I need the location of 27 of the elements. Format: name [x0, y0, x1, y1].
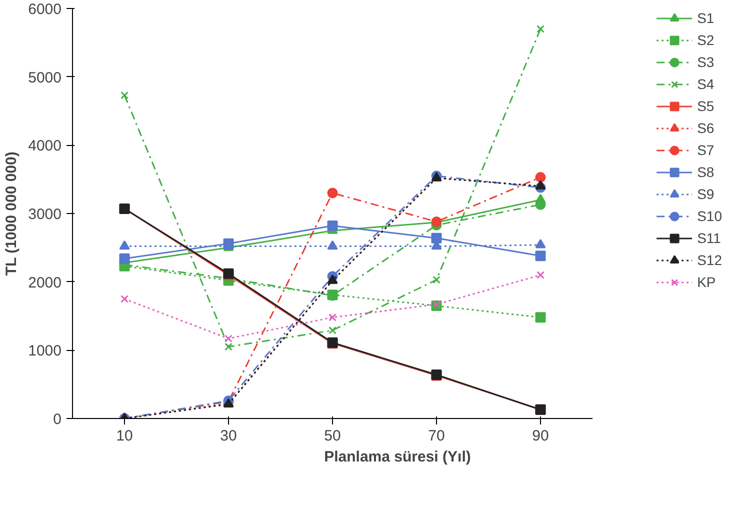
y-tick-label: 4000: [28, 138, 62, 155]
y-tick-label: 0: [53, 411, 62, 428]
legend-label: S11: [697, 230, 721, 246]
legend-label: S1: [697, 10, 716, 26]
legend-label: S7: [697, 142, 716, 158]
x-tick-label: 30: [220, 428, 237, 444]
x-tick-label: 50: [324, 428, 341, 444]
x-tick-label: 10: [116, 428, 133, 444]
x-axis-title: Planlama süresi (Yıl): [324, 448, 471, 466]
y-tick-label: 5000: [28, 69, 62, 86]
legend-label: S8: [697, 164, 716, 180]
legend-label: S2: [697, 32, 716, 48]
legend-label: S9: [697, 186, 716, 202]
legend-label: S4: [697, 76, 716, 92]
legend-label: S12: [697, 252, 722, 268]
y-tick-label: 1000: [28, 342, 62, 360]
x-tick-label: 70: [428, 428, 445, 444]
legend-label: S5: [697, 98, 716, 114]
legend-label: KP: [697, 274, 717, 290]
y-tick-label: 3000: [28, 206, 62, 223]
y-axis-title: TL (1000 000 000): [3, 152, 20, 276]
y-tick-label: 2000: [28, 274, 62, 292]
x-tick-label: 90: [532, 428, 549, 444]
y-tick-label: 6000: [28, 1, 62, 18]
legend-label: S10: [697, 208, 722, 224]
legend-label: S6: [697, 120, 716, 136]
legend-label: S3: [697, 54, 716, 70]
